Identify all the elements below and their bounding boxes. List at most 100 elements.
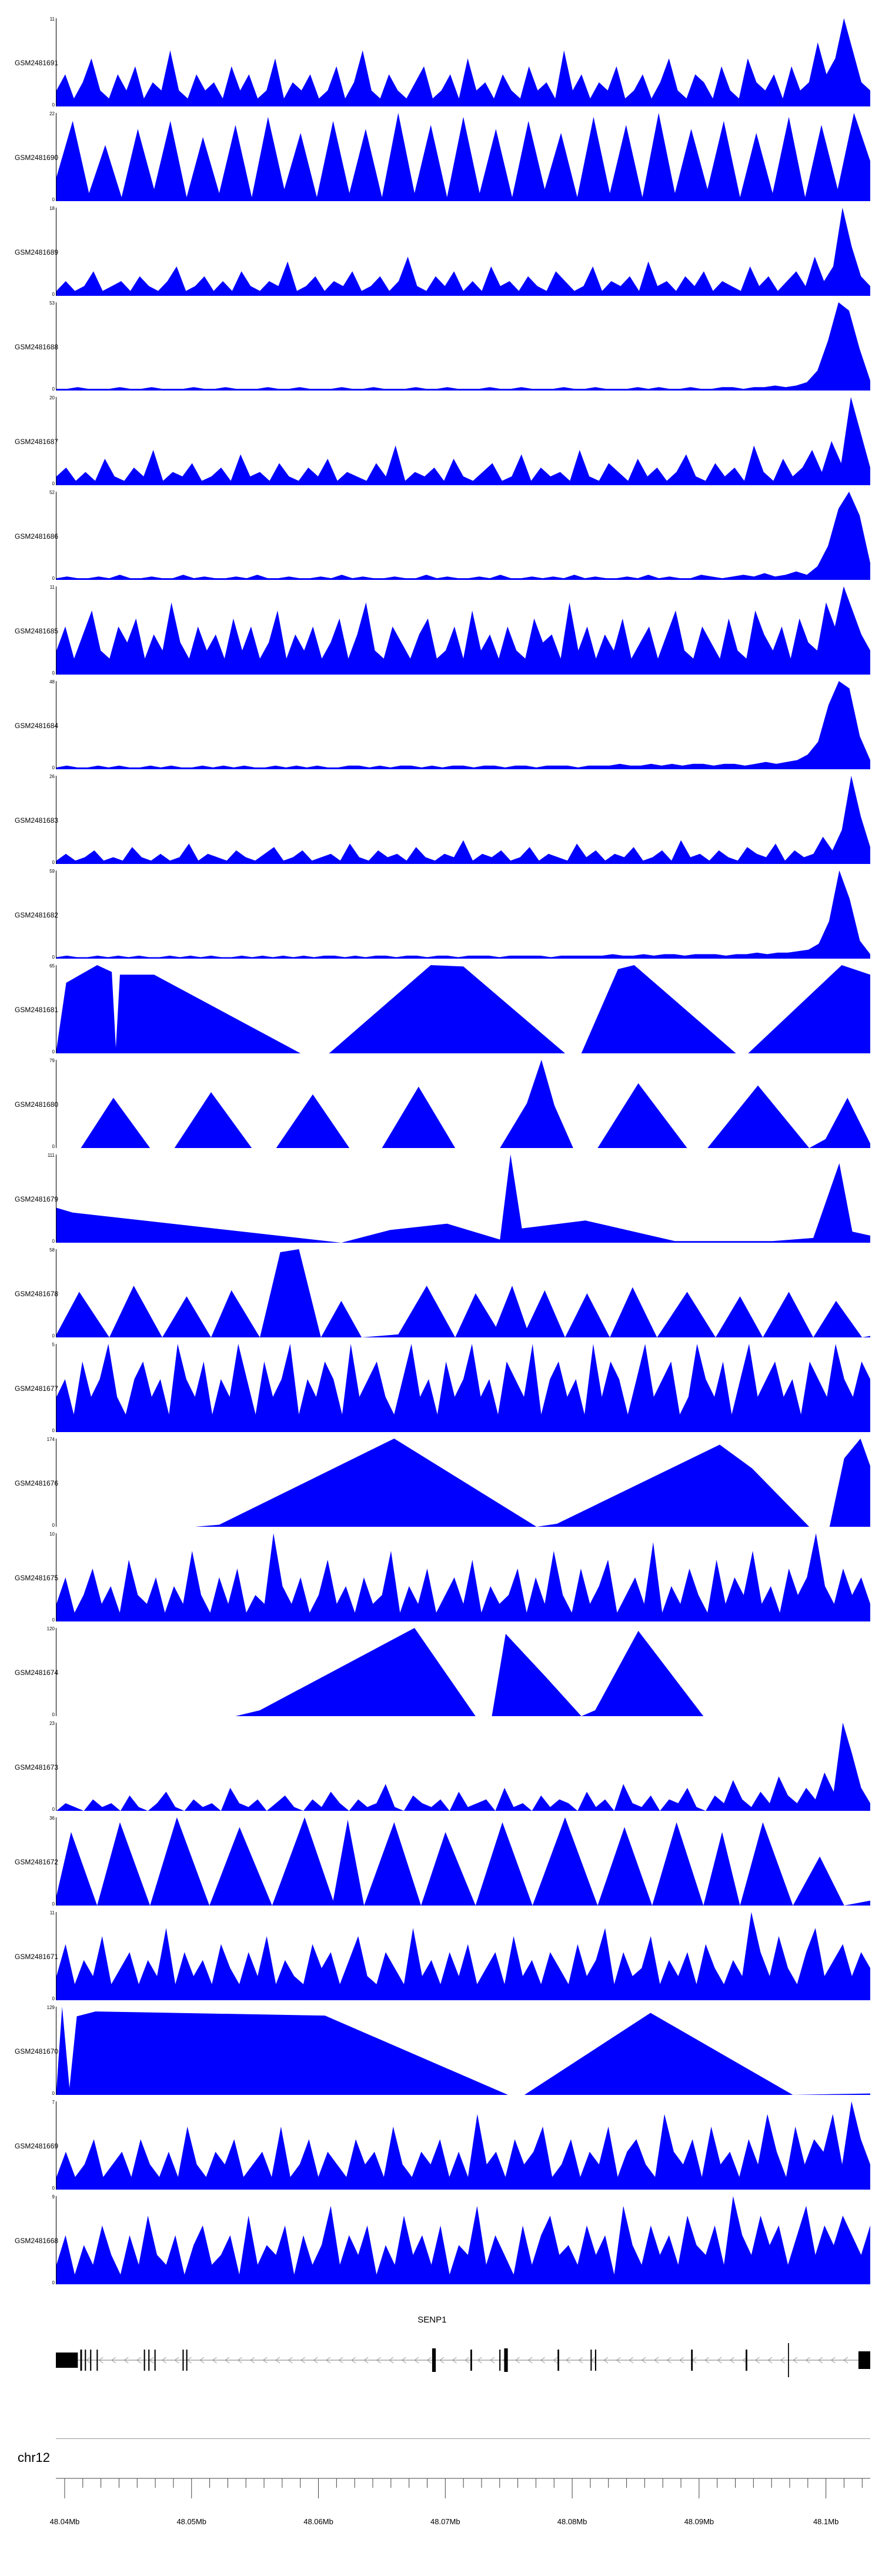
track-plot: 48 0 (49, 680, 870, 770)
track-ymin-label: 0 (52, 292, 55, 297)
track-ymin-label: 0 (52, 955, 55, 960)
track-ymin-label: 0 (52, 1239, 55, 1244)
track-plot: 11 0 (50, 585, 870, 676)
track-ymin-label: 0 (52, 2185, 55, 2191)
track-signal-area (56, 965, 870, 1053)
track-ymin-label: 0 (52, 1996, 55, 2001)
strand-arrow-icon (679, 2357, 684, 2364)
track-label: GSM2481689 (15, 248, 59, 256)
strand-arrow-icon (300, 2357, 306, 2364)
track-plot: 65 0 (49, 964, 870, 1055)
exon-feature (590, 2350, 592, 2371)
track-signal-area (56, 492, 870, 580)
strand-arrow-icon (426, 2357, 432, 2364)
axis-tick-label: 48.1Mb (813, 2517, 838, 2526)
track-label: GSM2481691 (15, 58, 59, 67)
track-ymax-label: 120 (46, 1626, 55, 1631)
track-plot: 36 0 (49, 1816, 870, 1907)
exon-feature (182, 2350, 184, 2371)
axis-tick-label: 48.08Mb (557, 2517, 587, 2526)
signal-track-row: GSM2481690 22 0 (0, 110, 882, 205)
exon-feature (504, 2348, 508, 2372)
strand-arrow-icon (793, 2357, 798, 2364)
track-ymin-label: 0 (52, 860, 55, 865)
signal-track-row: GSM2481684 48 0 (0, 678, 882, 773)
track-ymin-label: 0 (52, 2091, 55, 2096)
track-ymax-label: 111 (47, 1153, 55, 1158)
track-ymin-label: 0 (52, 1617, 55, 1623)
axis-tick-label: 48.07Mb (430, 2517, 460, 2526)
strand-arrow-icon (641, 2357, 646, 2364)
track-signal-area (56, 1249, 870, 1337)
track-ymin-label: 0 (52, 1807, 55, 1812)
strand-arrow-icon (603, 2357, 609, 2364)
gene-track: SENP1 (56, 2315, 870, 2403)
signal-track-row: GSM2481679 111 0 (0, 1152, 882, 1246)
track-ymax-label: 52 (49, 490, 55, 495)
track-signal-area (56, 1060, 870, 1148)
track-plot: 174 0 (47, 1437, 870, 1528)
track-plot: 58 0 (49, 1248, 870, 1339)
strand-arrow-icon (843, 2357, 848, 2364)
track-signal-area (56, 1817, 870, 1906)
track-ymax-label: 174 (46, 1437, 55, 1442)
strand-arrow-icon (199, 2357, 205, 2364)
track-signal-area (56, 1154, 870, 1243)
track-ymin-label: 0 (52, 2280, 55, 2285)
signal-track-row: GSM2481677 5 0 (0, 1341, 882, 1436)
track-signal-area (56, 2196, 870, 2284)
track-ymin-label: 0 (52, 765, 55, 770)
track-ymax-label: 10 (49, 1531, 55, 1537)
track-ymax-label: 18 (49, 206, 55, 211)
strand-arrow-icon (666, 2357, 671, 2364)
track-ymax-label: 7 (52, 2100, 55, 2105)
track-ymax-label: 5 (52, 1342, 55, 1347)
track-label: GSM2481679 (15, 1194, 59, 1203)
track-ymax-label: 22 (49, 111, 55, 116)
track-ymin-label: 0 (52, 102, 55, 108)
track-ymax-label: 79 (49, 1058, 55, 1063)
signal-track-row: GSM2481673 23 0 (0, 1720, 882, 1814)
strand-arrow-icon (275, 2357, 280, 2364)
strand-arrow-icon (629, 2357, 634, 2364)
signal-track-row: GSM2481674 120 0 (0, 1625, 882, 1720)
track-ymax-label: 59 (49, 869, 55, 874)
track-ymin-label: 0 (52, 1049, 55, 1055)
strand-arrow-icon (262, 2357, 268, 2364)
track-plot: 22 0 (49, 112, 870, 202)
track-signal-area (56, 397, 870, 485)
track-ymax-label: 65 (49, 963, 55, 969)
track-plot: 11 0 (50, 17, 870, 108)
exon-feature (499, 2350, 501, 2371)
exon-feature (691, 2350, 693, 2371)
track-plot: 79 0 (49, 1059, 870, 1149)
exon-feature (186, 2350, 188, 2371)
track-plot: 111 0 (48, 1153, 870, 1244)
exon-feature (90, 2350, 92, 2371)
track-label: GSM2481682 (15, 910, 59, 919)
track-plot: 20 0 (49, 396, 870, 486)
strand-arrow-icon (325, 2357, 331, 2364)
genome-axis-track: chr12 48.04Mb 48.05Mb 48.06Mb 48.07Mb 48.08M… (0, 2438, 882, 2574)
track-label: GSM2481670 (15, 2047, 59, 2056)
axis-tick-label: 48.06Mb (303, 2517, 333, 2526)
track-plot: 53 0 (49, 301, 870, 392)
track-ymin-label: 0 (52, 197, 55, 202)
strand-arrow-icon (237, 2357, 242, 2364)
axis-tick-label: 48.04Mb (50, 2517, 80, 2526)
strand-arrow-icon (350, 2357, 356, 2364)
track-ymax-label: 9 (52, 2194, 55, 2200)
strand-arrow-icon (818, 2357, 823, 2364)
exon-feature (143, 2350, 145, 2371)
signal-track-row: GSM2481672 36 0 (0, 1814, 882, 1909)
strand-arrow-icon (250, 2357, 255, 2364)
strand-arrow-icon (439, 2357, 445, 2364)
track-signal-area (56, 2101, 870, 2190)
track-label: GSM2481678 (15, 1289, 59, 1298)
track-ymin-label: 0 (52, 1901, 55, 1907)
genome-ruler: 48.04Mb 48.05Mb 48.06Mb 48.07Mb 48.08Mb 48.09… (50, 2478, 870, 2526)
track-label: GSM2481690 (15, 153, 59, 162)
strand-arrow-icon (98, 2357, 103, 2364)
track-ymax-label: 48 (49, 679, 55, 685)
track-signal-area (56, 681, 870, 769)
